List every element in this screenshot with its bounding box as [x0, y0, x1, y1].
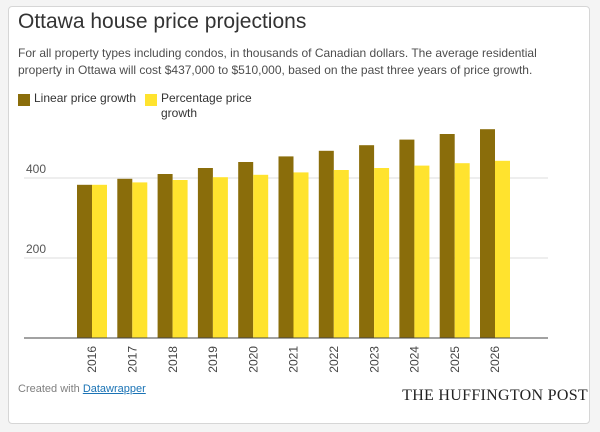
bar-linear-2018 — [157, 174, 173, 338]
legend-label-linear: Linear price growth — [34, 91, 137, 105]
bar-percentage-2017 — [132, 182, 148, 338]
x-tick-label: 2019 — [206, 346, 220, 373]
bar-percentage-2024 — [414, 165, 430, 338]
legend-swatch-percentage — [145, 94, 157, 106]
bar-percentage-2019 — [212, 177, 228, 338]
chart-subtitle: For all property types including condos,… — [18, 46, 537, 77]
bar-linear-2023 — [359, 145, 375, 338]
x-tick-label: 2023 — [367, 346, 381, 373]
x-tick-label: 2017 — [125, 346, 139, 373]
bar-percentage-2025 — [454, 163, 470, 338]
bar-percentage-2022 — [333, 170, 349, 338]
datawrapper-link[interactable]: Datawrapper — [82, 383, 146, 395]
x-tick-label: 2025 — [448, 346, 462, 373]
publisher-logo: THE HUFFINGTON POST — [402, 387, 588, 404]
bar-percentage-2020 — [253, 174, 269, 338]
bar-percentage-2023 — [374, 168, 390, 338]
bar-linear-2025 — [439, 134, 455, 338]
x-tick-label: 2024 — [408, 346, 422, 373]
bar-linear-2016 — [77, 184, 92, 338]
x-tick-label: 2018 — [166, 346, 180, 373]
bar-linear-2026 — [480, 129, 495, 338]
bar-percentage-2016 — [92, 184, 107, 338]
credit-prefix: Created with — [18, 383, 83, 395]
bar-linear-2020 — [238, 162, 254, 338]
bar-percentage-2026 — [495, 160, 510, 338]
x-tick-label: 2022 — [327, 346, 341, 373]
y-tick-label: 200 — [26, 242, 46, 256]
bar-linear-2017 — [117, 178, 133, 338]
x-tick-label: 2020 — [246, 346, 260, 373]
bar-linear-2021 — [278, 156, 294, 338]
bar-linear-2019 — [197, 168, 213, 338]
chart-title: Ottawa house price projections — [18, 10, 307, 33]
y-tick-label: 400 — [26, 162, 46, 176]
legend-swatch-linear — [18, 94, 30, 106]
bar-linear-2024 — [399, 139, 415, 338]
x-tick-label: 2016 — [85, 346, 99, 373]
bar-percentage-2018 — [172, 180, 188, 338]
bar-percentage-2021 — [293, 172, 309, 338]
legend-label-percentage: Percentage price growth — [161, 91, 252, 120]
credit-line: Created with Datawrapper — [18, 383, 146, 395]
x-tick-label: 2021 — [287, 346, 301, 373]
bar-linear-2022 — [318, 150, 334, 338]
x-tick-label: 2026 — [488, 346, 502, 373]
